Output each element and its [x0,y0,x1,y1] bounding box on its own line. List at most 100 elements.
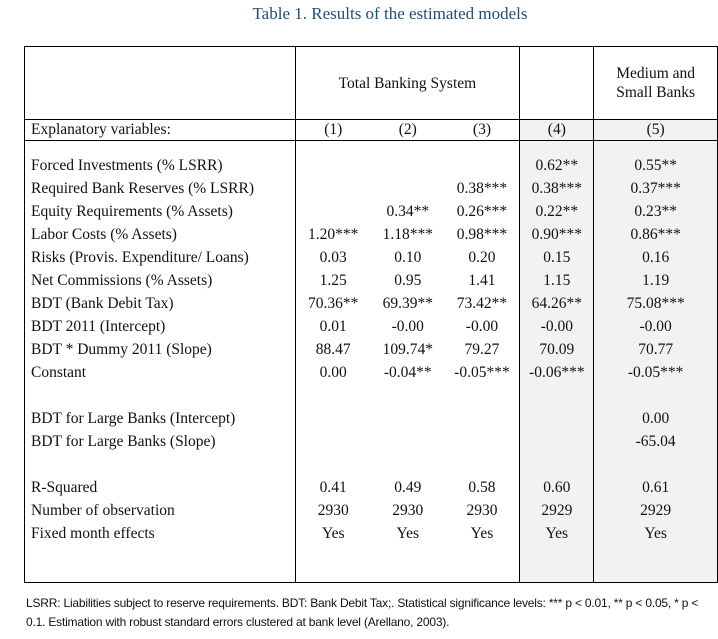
table-row: BDT 2011 (Intercept) 0.01 -0.00 -0.00 -0.00-… [24,315,718,338]
cell-value: 2930 [444,499,521,522]
cell-value [444,430,521,453]
cell-value: 2929 [593,499,718,522]
row-label: Equity Requirements (% Assets) [24,200,296,223]
cell-value: 0.60 [519,476,595,499]
row-label: Forced Investments (% LSRR) [24,154,296,177]
cell-value: 0.41 [319,479,347,496]
cell-value: 0.37*** [593,177,718,200]
row-label: Required Bank Reserves (% LSRR) [24,177,296,200]
cell-value: 2930 [392,502,424,519]
cell-value: 1.19 [593,269,718,292]
table-row: BDT for Large Banks (Intercept) 0.00 [24,407,718,430]
cell-value: 0.10 [394,249,422,266]
table-row: Forced Investments (% LSRR) 0.62** 0.55** [24,154,718,177]
cell-value: 0.22** [519,200,595,223]
spacer-row [24,140,718,154]
row-label: Number of observation [24,499,296,522]
cell-value: 79.27 [444,338,521,361]
cell-value [444,154,521,177]
column-labels-row: Explanatory variables: (1) (2) (3) (4) (… [24,119,718,141]
cell-value: Yes [519,522,595,545]
cell-value: 2930 [317,502,349,519]
cell-value: 0.86*** [593,223,718,246]
cell-value: 75.08*** [593,292,718,315]
cell-value: Yes [444,522,521,545]
cell-value: 1.18*** [382,226,433,243]
cell-value: 0.95 [394,272,422,289]
row-label: BDT 2011 (Intercept) [24,315,296,338]
table-row: Labor Costs (% Assets) 1.20*** 1.18*** 0.98… [24,223,718,246]
column-label: (1) [295,119,371,141]
cell-value: -0.06*** [519,361,595,384]
cell-value: 0.20 [444,246,521,269]
column-label: (4) [519,119,595,141]
cell-value [371,154,445,177]
row-label: R-Squared [24,476,296,499]
table-row: BDT * Dummy 2011 (Slope) 88.47 109.74* 79.2… [24,338,718,361]
cell-value: 0.34** [386,203,430,220]
group-header-medium-small: Medium and Small Banks [593,46,718,120]
table-row: Required Bank Reserves (% LSRR) 0.38*** 0.… [24,177,718,200]
cell-value: 0.00 [319,364,347,381]
cell-value: -0.00 [519,315,595,338]
spacer-row [24,384,718,407]
cell-value: -0.00 [444,315,521,338]
cell-value: -0.05*** [593,361,718,384]
cell-value: 0.16 [593,246,718,269]
cell-value: 0.58 [444,476,521,499]
cell-value: 0.55** [593,154,718,177]
cell-value: Yes [593,522,718,545]
cell-value: 0.62** [519,154,595,177]
table-row: Risks (Provis. Expenditure/ Loans) 0.03 0.… [24,246,718,269]
table-row: Fixed month effects Yes Yes Yes Yes Yes [24,522,718,545]
row-label: Labor Costs (% Assets) [24,223,296,246]
cell-value: 0.23** [593,200,718,223]
cell-value: 70.36** [308,295,359,312]
table-row: Net Commissions (% Assets) 1.25 0.95 1.41 1.… [24,269,718,292]
cell-value: Yes [396,525,420,542]
cell-value [371,407,445,430]
spacer-row [24,545,718,583]
cell-value: 1.20*** [308,226,359,243]
cell-value: -0.04** [383,364,432,381]
cell-value: 0.01 [319,318,347,335]
row-label: BDT (Bank Debit Tax) [24,292,296,315]
cell-value: 70.77 [593,338,718,361]
row-label: BDT * Dummy 2011 (Slope) [24,338,296,361]
table-row: Number of observation 2930 2930 2930 2929 292… [24,499,718,522]
results-table: Total Banking System Medium and Small Ba… [24,46,718,583]
table-row: Constant 0.00 -0.04** -0.05*** -0.06*** -0.05… [24,361,718,384]
cell-value: 0.98*** [444,223,521,246]
cell-value: 88.47 [315,341,351,358]
cell-value: 109.74* [382,341,433,358]
cell-value: -0.05*** [444,361,521,384]
cell-value: 1.15 [519,269,595,292]
cell-value [444,407,521,430]
table-row: Equity Requirements (% Assets) 0.34** 0.26… [24,200,718,223]
row-label: Constant [24,361,296,384]
cell-value: 0.00 [593,407,718,430]
cell-value [519,430,595,453]
cell-value [295,200,371,223]
cell-value: -0.00 [391,318,424,335]
cell-value: 0.26*** [444,200,521,223]
cell-value [295,407,371,430]
table-title: Table 1. Results of the estimated models [252,4,528,23]
row-label: Fixed month effects [24,522,296,545]
cell-value: -65.04 [593,430,718,453]
spacer-row [24,453,718,476]
cell-value: Yes [321,525,345,542]
row-label: Risks (Provis. Expenditure/ Loans) [24,246,296,269]
row-label: BDT for Large Banks (Slope) [24,430,296,453]
table-row: BDT (Bank Debit Tax) 70.36** 69.39** 73.42*… [24,292,718,315]
cell-value: 0.61 [593,476,718,499]
cell-value: 70.09 [519,338,595,361]
group-header-total-banking: Total Banking System [295,46,521,120]
cell-value [295,177,371,200]
cell-value: 1.25 [319,272,347,289]
cell-value: 2929 [519,499,595,522]
table-footnote: LSRR: Liabilities subject to reserve req… [26,596,699,629]
cell-value: 73.42** [444,292,521,315]
cell-value: 69.39** [382,295,433,312]
cell-value: 0.15 [519,246,595,269]
